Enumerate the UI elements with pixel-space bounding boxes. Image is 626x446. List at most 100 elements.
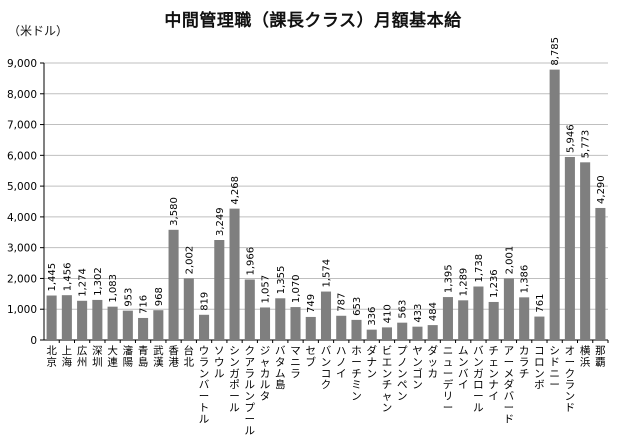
bar-value-label: 563: [398, 300, 409, 319]
bar-value-label: 2,001: [504, 246, 515, 275]
category-label: ソウル: [214, 345, 225, 380]
bar-value-label: 1,302: [93, 267, 104, 296]
bar: [381, 327, 393, 340]
bar-value-label: 653: [352, 297, 363, 316]
category-label: 大連: [107, 344, 118, 368]
bar-value-label: 819: [200, 292, 211, 311]
bar-value-label: 716: [139, 295, 150, 314]
bar: [290, 307, 301, 340]
bar-value-label: 433: [413, 304, 424, 323]
category-label: ホーチミン: [351, 345, 362, 403]
bar-value-label: 484: [428, 302, 439, 321]
y-tick-label: 2,000: [7, 273, 37, 285]
bar-value-label: 8,785: [550, 37, 561, 66]
bar: [229, 208, 240, 340]
bar: [305, 316, 316, 340]
y-tick-label: 0: [30, 335, 37, 347]
bar-value-label: 1,456: [62, 263, 73, 292]
bar-value-label: 1,057: [261, 275, 272, 304]
category-label: セブ: [306, 345, 317, 368]
y-tick-label: 1,000: [7, 304, 37, 316]
bar-value-label: 336: [367, 307, 378, 326]
bar-value-label: 1,355: [276, 266, 287, 295]
category-label: 横浜: [580, 344, 591, 368]
bar-value-label: 4,290: [596, 175, 607, 204]
bar: [92, 299, 103, 340]
category-label: 武漢: [153, 344, 164, 368]
category-label: 台北: [184, 344, 195, 368]
bar: [488, 301, 499, 340]
bar-value-label: 749: [306, 294, 317, 313]
category-label: ムンバイ: [458, 345, 469, 391]
bar-value-label: 5,773: [581, 130, 592, 159]
category-label: 広州: [77, 344, 88, 368]
bar: [366, 329, 377, 340]
bar: [46, 295, 57, 340]
category-label: バンコク: [321, 345, 332, 391]
category-label: マニラ: [290, 345, 301, 380]
y-tick-label: 8,000: [7, 89, 37, 101]
bar: [77, 300, 88, 340]
category-label: ダッカ: [427, 344, 438, 380]
category-label: チェンナイ: [488, 345, 499, 403]
bar-value-label: 1,289: [459, 268, 470, 297]
bar-value-label: 761: [535, 293, 546, 312]
category-label: シンガポール: [229, 345, 240, 414]
bar: [107, 306, 118, 340]
bar: [351, 319, 362, 340]
bar: [564, 156, 575, 340]
bar: [503, 278, 514, 340]
bar-value-label: 1,445: [47, 263, 58, 292]
bar: [153, 310, 164, 340]
bar-value-label: 1,083: [108, 274, 119, 303]
category-label: 瀋陽: [123, 344, 134, 368]
bar-value-label: 1,395: [443, 264, 454, 293]
category-label: 上海: [62, 345, 73, 368]
bar: [549, 69, 560, 341]
bar-value-label: 953: [123, 288, 134, 307]
bar-value-label: 787: [337, 293, 348, 312]
bar: [534, 316, 545, 340]
bar-value-label: 1,274: [78, 268, 89, 297]
bar: [473, 286, 484, 340]
category-label: ウランバートル: [199, 345, 210, 425]
bar: [244, 279, 255, 340]
bar-value-label: 1,070: [291, 274, 302, 303]
bar-value-label: 410: [382, 304, 393, 323]
y-tick-label: 4,000: [7, 212, 37, 224]
category-label: シドニー: [549, 345, 560, 391]
bar: [336, 315, 347, 340]
bar-value-label: 4,268: [230, 176, 241, 205]
category-label: ヤンゴン: [412, 345, 423, 391]
bar: [595, 207, 606, 340]
category-label: プノンペン: [397, 345, 408, 403]
bar: [320, 291, 332, 340]
bar: [519, 297, 530, 340]
category-label: ジャカルタ: [260, 345, 271, 403]
category-label: ダナン: [366, 344, 377, 380]
category-label: 青島: [138, 344, 149, 368]
category-label: オークランド: [565, 345, 576, 414]
bar: [580, 162, 591, 340]
category-label: ビエンチャン: [382, 345, 393, 414]
bar-value-label: 1,386: [520, 265, 531, 294]
category-label: 深圳: [92, 345, 103, 368]
y-tick-label: 5,000: [7, 181, 37, 193]
bar-value-label: 3,580: [169, 197, 180, 226]
bar: [259, 307, 271, 340]
bar-value-label: 2,002: [184, 246, 195, 275]
bar-value-label: 3,249: [215, 207, 226, 236]
chart-title: 中間管理職（課長クラス）月額基本給: [164, 11, 462, 31]
bar: [458, 300, 469, 340]
bar: [397, 322, 408, 340]
category-label: 那覇: [595, 345, 606, 368]
category-label: クアラルンプール: [245, 345, 256, 437]
bar-value-label: 1,738: [474, 254, 485, 283]
bar-value-label: 5,946: [565, 124, 576, 153]
y-tick-label: 9,000: [7, 58, 37, 70]
bar-value-label: 1,966: [245, 247, 256, 276]
bar-value-label: 968: [154, 287, 165, 306]
bar: [168, 229, 179, 340]
bar: [61, 295, 72, 340]
category-label: バタム島: [275, 345, 286, 391]
